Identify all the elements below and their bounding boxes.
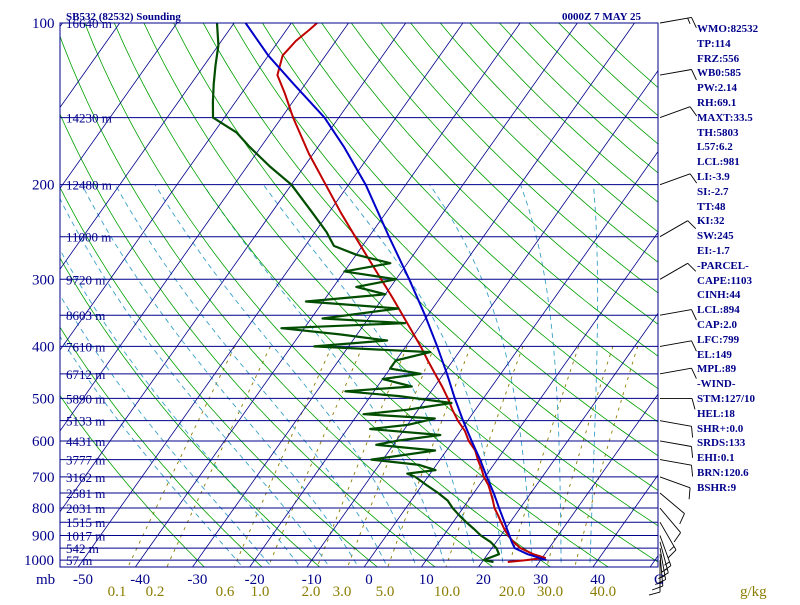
index-value: HEL:18 <box>697 408 735 420</box>
index-value: KI:32 <box>697 215 725 227</box>
index-value: CINH:44 <box>697 289 740 301</box>
height-label: 2581 m <box>66 486 105 501</box>
index-value: WB0:585 <box>697 67 741 79</box>
pressure-tick-label: 100 <box>32 16 55 32</box>
pressure-tick-label: 1000 <box>24 553 54 569</box>
temperature-tick-label: 10 <box>419 572 434 588</box>
height-label: 3777 m <box>66 453 105 468</box>
index-value: LCL:981 <box>697 156 740 168</box>
index-value: BRN:120.6 <box>697 467 749 479</box>
pressure-tick-label: 600 <box>32 434 55 450</box>
mixing-ratio-tick-label: 2.0 <box>302 584 321 600</box>
mixing-ratio-tick-label: 3.0 <box>333 584 352 600</box>
mixing-ratio-tick-label: 0.1 <box>108 584 127 600</box>
mixing-ratio-tick-label: 1.0 <box>251 584 270 600</box>
index-value: EI:-1.7 <box>697 245 730 257</box>
index-value: EHI:0.1 <box>697 452 735 464</box>
pressure-unit-label: mb <box>36 572 55 588</box>
index-value: SRDS:133 <box>697 437 745 449</box>
pressure-tick-label: 500 <box>32 391 55 407</box>
height-label: 3162 m <box>66 470 105 485</box>
temperature-tick-label: 20 <box>476 572 491 588</box>
index-value: L57:6.2 <box>697 141 733 153</box>
height-label: 5890 m <box>66 391 105 406</box>
height-label: 8603 m <box>66 308 105 323</box>
mixing-ratio-tick-label: 0.2 <box>146 584 165 600</box>
index-value: MAXT:33.5 <box>697 112 753 124</box>
mixing-ratio-tick-label: 5.0 <box>376 584 395 600</box>
pressure-tick-label: 200 <box>32 178 55 194</box>
index-value: BSHR:9 <box>697 482 736 494</box>
index-value: EL:149 <box>697 349 732 361</box>
index-value: SW:245 <box>697 230 734 242</box>
temperature-tick-label: -50 <box>73 572 93 588</box>
temperature-tick-label: -30 <box>187 572 207 588</box>
index-value: PW:2.14 <box>697 82 737 94</box>
height-label: 11000 m <box>66 230 111 245</box>
index-value: WMO:82532 <box>697 23 758 35</box>
pressure-tick-label: 700 <box>32 470 55 486</box>
index-value: TP:114 <box>697 38 731 50</box>
height-label: 12480 m <box>66 178 112 193</box>
mixing-ratio-tick-label: 20.0 <box>499 584 525 600</box>
index-value: MPL:89 <box>697 363 736 375</box>
index-value: LFC:799 <box>697 334 739 346</box>
index-value: STM:127/10 <box>697 393 755 405</box>
pressure-tick-label: 300 <box>32 272 55 288</box>
index-value: LI:-3.9 <box>697 171 730 183</box>
mixing-ratio-tick-label: 40.0 <box>590 584 616 600</box>
mixing-ratio-tick-label: 10.0 <box>434 584 460 600</box>
height-label: 5133 m <box>66 414 105 429</box>
height-label: 9720 m <box>66 272 105 287</box>
index-value: SI:-2.7 <box>697 186 728 198</box>
index-value: SHR+:0.0 <box>697 423 743 435</box>
mixing-ratio-tick-label: 30.0 <box>537 584 563 600</box>
index-value: TH:5803 <box>697 127 739 139</box>
mixing-ratio-tick-label: 0.6 <box>216 584 235 600</box>
index-value: CAP:2.0 <box>697 319 737 331</box>
temperature-tick-label: 0 <box>365 572 373 588</box>
height-label: 4431 m <box>66 434 105 449</box>
height-label: 14230 m <box>66 111 112 126</box>
temperature-unit-label: C <box>654 572 664 588</box>
index-value: FRZ:556 <box>697 53 739 65</box>
index-value: -PARCEL- <box>697 260 749 272</box>
index-value: LCL:894 <box>697 304 740 316</box>
height-label: 7610 m <box>66 339 105 354</box>
chart-title: SB532 (82532) Sounding <box>66 11 181 23</box>
index-value: RH:69.1 <box>697 97 736 109</box>
height-label: 2031 m <box>66 501 105 516</box>
height-label: 57 m <box>66 553 92 568</box>
index-value: -WIND- <box>697 378 736 390</box>
index-value: TT:48 <box>697 201 726 213</box>
height-label: 6712 m <box>66 367 105 382</box>
pressure-tick-label: 800 <box>32 501 55 517</box>
mixing-ratio-unit-label: g/kg <box>740 584 767 600</box>
pressure-tick-label: 900 <box>32 529 55 545</box>
valid-time: 0000Z 7 MAY 25 <box>562 11 641 23</box>
pressure-tick-label: 400 <box>32 339 55 355</box>
index-value: CAPE:1103 <box>697 275 752 287</box>
